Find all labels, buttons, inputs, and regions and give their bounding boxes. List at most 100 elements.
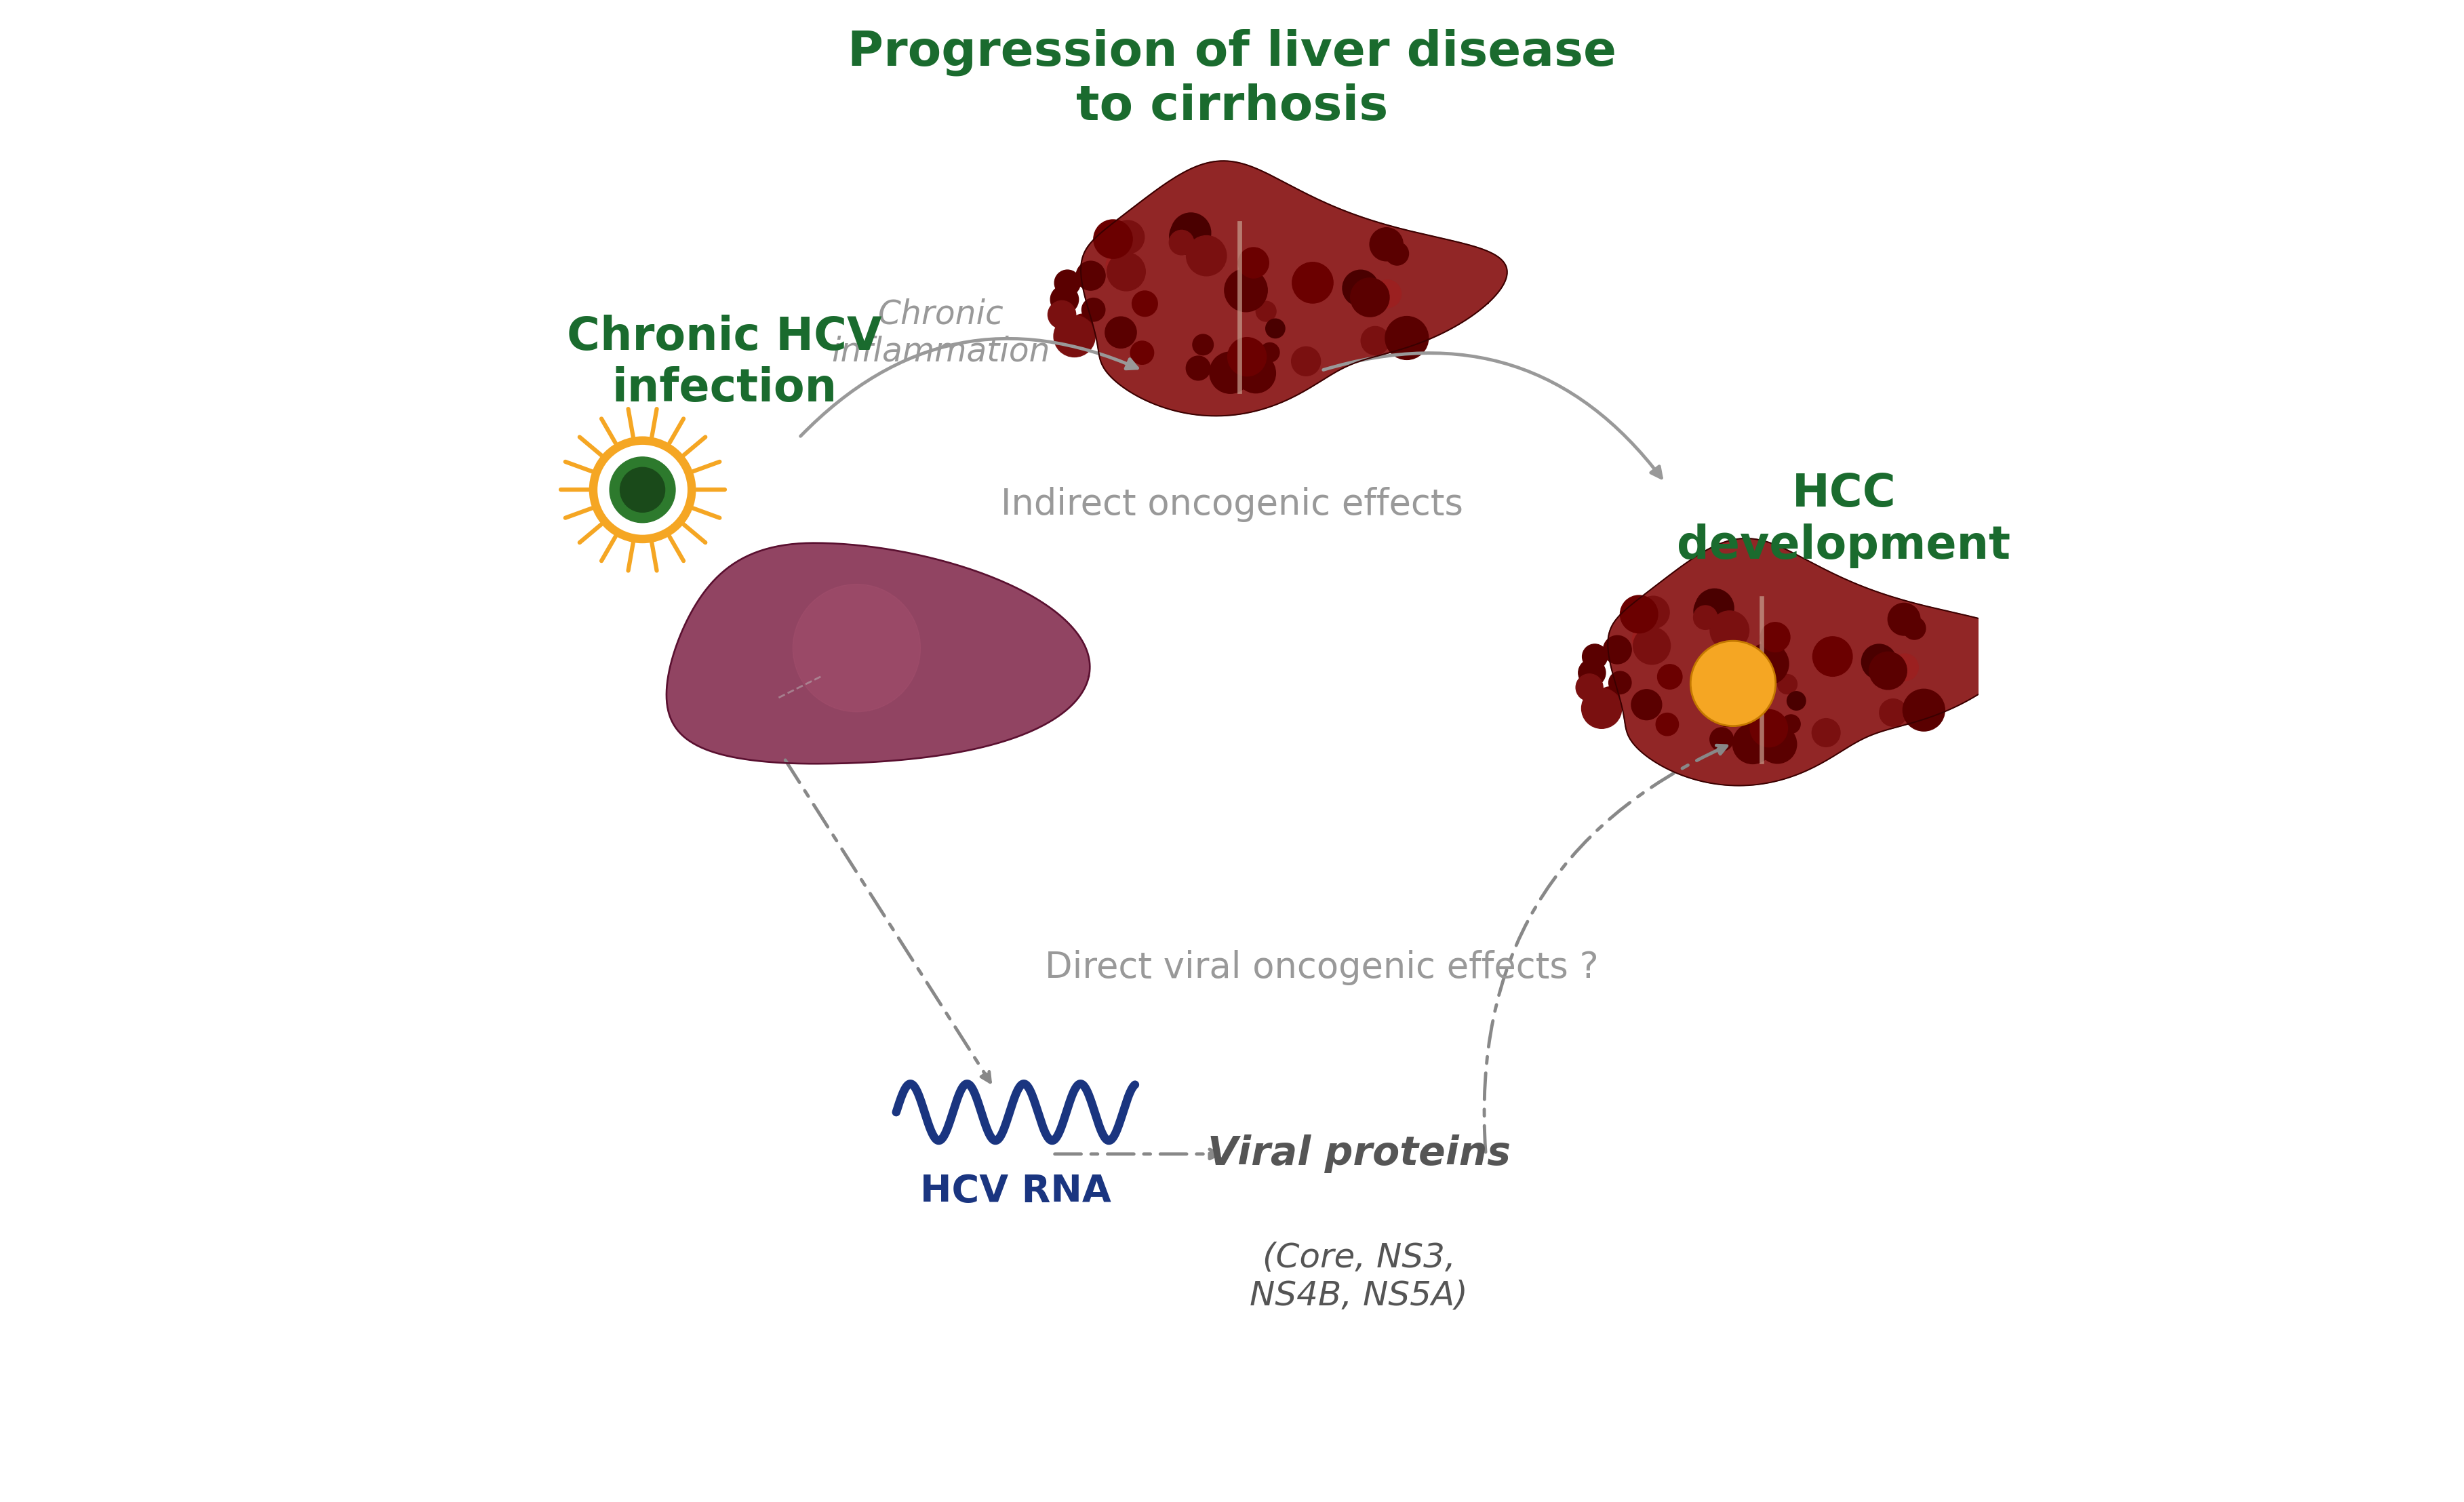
- FancyArrowPatch shape: [1055, 1149, 1220, 1158]
- Circle shape: [793, 584, 922, 712]
- FancyArrowPatch shape: [801, 338, 1138, 436]
- Circle shape: [1759, 622, 1789, 652]
- Circle shape: [1168, 230, 1195, 255]
- Circle shape: [1360, 326, 1390, 354]
- Text: Viral proteins: Viral proteins: [1207, 1134, 1510, 1173]
- Circle shape: [1060, 315, 1087, 342]
- Circle shape: [1343, 270, 1380, 306]
- Circle shape: [1055, 315, 1094, 357]
- Circle shape: [1892, 653, 1919, 680]
- Circle shape: [1747, 643, 1789, 685]
- Circle shape: [1291, 263, 1333, 303]
- Circle shape: [1185, 356, 1210, 380]
- Circle shape: [1887, 604, 1919, 635]
- Circle shape: [1700, 592, 1730, 620]
- Circle shape: [1631, 625, 1661, 653]
- Circle shape: [1710, 611, 1749, 650]
- Circle shape: [1902, 689, 1944, 731]
- Circle shape: [1880, 698, 1907, 727]
- Circle shape: [1693, 605, 1717, 629]
- Circle shape: [1749, 709, 1789, 746]
- Circle shape: [1237, 353, 1276, 394]
- FancyArrowPatch shape: [1323, 353, 1661, 478]
- Circle shape: [1047, 300, 1077, 329]
- Circle shape: [1634, 628, 1671, 664]
- Circle shape: [1193, 335, 1212, 354]
- Circle shape: [1055, 270, 1079, 296]
- Circle shape: [1693, 593, 1730, 629]
- Circle shape: [1577, 674, 1604, 701]
- Circle shape: [1370, 228, 1402, 261]
- Circle shape: [1656, 713, 1678, 736]
- Circle shape: [1131, 291, 1158, 317]
- Text: Direct viral oncogenic effects ?: Direct viral oncogenic effects ?: [1045, 949, 1599, 985]
- FancyArrowPatch shape: [1483, 745, 1727, 1152]
- Circle shape: [1170, 213, 1210, 252]
- Circle shape: [1587, 688, 1614, 715]
- Circle shape: [1050, 285, 1079, 314]
- Text: HCC
development: HCC development: [1678, 472, 2011, 568]
- Circle shape: [1781, 715, 1801, 733]
- Circle shape: [1717, 706, 1737, 727]
- Circle shape: [1609, 671, 1631, 694]
- Circle shape: [1239, 248, 1269, 278]
- Circle shape: [1077, 261, 1106, 290]
- Circle shape: [1732, 724, 1772, 765]
- Polygon shape: [665, 542, 1089, 763]
- Circle shape: [1257, 302, 1276, 321]
- Circle shape: [1814, 637, 1853, 676]
- Circle shape: [1259, 342, 1279, 362]
- Circle shape: [1111, 221, 1143, 254]
- Circle shape: [1094, 219, 1133, 258]
- Circle shape: [1385, 242, 1409, 266]
- Circle shape: [1387, 333, 1409, 353]
- Circle shape: [1599, 686, 1619, 707]
- Circle shape: [1082, 297, 1104, 321]
- Circle shape: [1870, 652, 1907, 689]
- Circle shape: [1695, 589, 1735, 628]
- Circle shape: [1759, 725, 1796, 763]
- Circle shape: [1106, 317, 1136, 348]
- Circle shape: [1185, 236, 1227, 276]
- Circle shape: [1225, 269, 1266, 312]
- Circle shape: [1636, 596, 1671, 628]
- Text: Chronic HCV
infection: Chronic HCV infection: [567, 314, 882, 412]
- Circle shape: [1210, 351, 1252, 394]
- Circle shape: [1291, 347, 1321, 376]
- Circle shape: [1710, 727, 1732, 751]
- Circle shape: [1621, 595, 1658, 632]
- Circle shape: [1658, 664, 1683, 689]
- Polygon shape: [1609, 538, 2020, 786]
- Circle shape: [1266, 318, 1284, 338]
- Circle shape: [1170, 218, 1207, 254]
- Circle shape: [1860, 644, 1897, 679]
- Circle shape: [1777, 674, 1796, 694]
- Circle shape: [1786, 691, 1806, 710]
- Circle shape: [1131, 341, 1153, 365]
- Circle shape: [621, 467, 665, 512]
- Circle shape: [1631, 689, 1661, 719]
- Circle shape: [1582, 644, 1607, 670]
- Circle shape: [1902, 617, 1924, 640]
- Text: Chronic
inflammation: Chronic inflammation: [833, 297, 1050, 368]
- Polygon shape: [1082, 161, 1508, 416]
- Circle shape: [1811, 718, 1841, 746]
- Circle shape: [1582, 688, 1621, 728]
- Circle shape: [1579, 659, 1607, 686]
- Circle shape: [1385, 317, 1429, 359]
- Circle shape: [1350, 278, 1390, 317]
- Circle shape: [1690, 641, 1777, 725]
- Circle shape: [1604, 635, 1631, 664]
- Circle shape: [1106, 252, 1146, 291]
- FancyArrowPatch shape: [786, 760, 991, 1081]
- Circle shape: [1106, 251, 1136, 279]
- Circle shape: [1372, 279, 1402, 308]
- Circle shape: [1072, 314, 1092, 335]
- Circle shape: [1175, 216, 1205, 246]
- Circle shape: [1227, 338, 1266, 376]
- Circle shape: [1907, 706, 1924, 724]
- Text: HCV RNA: HCV RNA: [919, 1173, 1111, 1209]
- Circle shape: [609, 457, 675, 523]
- Text: (Core, NS3,
NS4B, NS5A): (Core, NS3, NS4B, NS5A): [1249, 1241, 1469, 1311]
- Text: Indirect oncogenic effects: Indirect oncogenic effects: [1000, 487, 1464, 523]
